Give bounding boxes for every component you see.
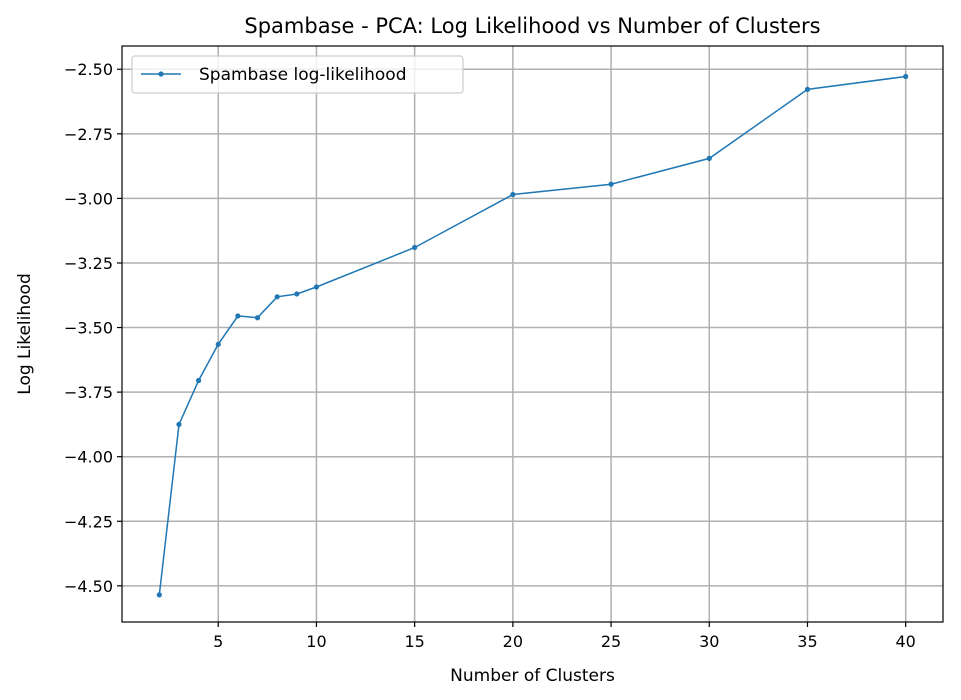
y-tick-label: −4.50 — [64, 577, 113, 596]
data-point — [412, 244, 418, 251]
y-tick-label: −3.25 — [64, 254, 113, 273]
data-point — [235, 313, 241, 319]
x-tick-label: 15 — [404, 632, 424, 651]
legend-box — [131, 55, 464, 94]
data-point — [608, 181, 614, 187]
x-tick-label: 25 — [601, 632, 621, 651]
data-point — [313, 284, 320, 290]
y-axis-ticks: −2.50 −2.75 −3.00 −3.25 −3.50 −3.75 −4.00 −4.25… — [64, 60, 122, 596]
data-point — [215, 341, 221, 347]
chart-title: Spambase - PCA: Log Likelihood vs Number… — [244, 14, 820, 38]
data-point — [196, 377, 202, 384]
y-tick-label: −4.25 — [64, 512, 113, 531]
y-axis-label: Log Likelihood — [15, 273, 35, 394]
plot-area-frame — [121, 45, 944, 623]
x-tick-label: 40 — [896, 632, 916, 651]
data-point — [294, 291, 300, 297]
data-point — [176, 421, 182, 428]
data-point — [510, 191, 516, 198]
x-tick-label: 20 — [503, 632, 523, 651]
y-tick-label: −3.50 — [64, 319, 113, 338]
x-tick-label: 30 — [699, 632, 719, 651]
y-tick-label: −2.75 — [64, 125, 113, 144]
y-tick-label: −4.00 — [64, 448, 113, 467]
data-point — [903, 73, 909, 80]
data-point — [706, 155, 712, 161]
data-point — [254, 315, 261, 321]
grid — [122, 46, 943, 622]
y-tick-label: −3.75 — [64, 383, 113, 402]
x-tick-label: 10 — [306, 632, 326, 651]
series-layer — [156, 73, 909, 598]
data-point — [804, 86, 811, 92]
x-axis-ticks: 5 10 15 20 25 30 35 40 — [213, 622, 916, 651]
legend: Spambase log-likelihood — [131, 55, 464, 94]
y-tick-label: −2.50 — [64, 60, 113, 79]
data-point — [156, 592, 162, 598]
legend-marker-swatch — [158, 71, 164, 77]
y-tick-label: −3.00 — [64, 189, 113, 208]
x-tick-label: 35 — [797, 632, 817, 651]
x-axis-label: Number of Clusters — [450, 666, 615, 686]
data-point — [274, 294, 280, 300]
x-tick-label: 5 — [213, 632, 223, 651]
legend-entry-label: Spambase log-likelihood — [199, 65, 407, 85]
